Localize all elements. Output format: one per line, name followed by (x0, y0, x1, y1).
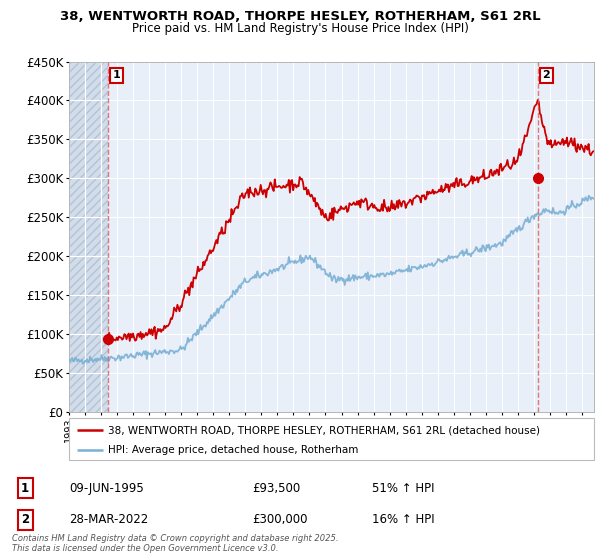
Text: £93,500: £93,500 (252, 482, 300, 495)
Text: 28-MAR-2022: 28-MAR-2022 (69, 513, 148, 526)
Text: Contains HM Land Registry data © Crown copyright and database right 2025.
This d: Contains HM Land Registry data © Crown c… (12, 534, 338, 553)
Text: 38, WENTWORTH ROAD, THORPE HESLEY, ROTHERHAM, S61 2RL (detached house): 38, WENTWORTH ROAD, THORPE HESLEY, ROTHE… (109, 425, 541, 435)
Text: 38, WENTWORTH ROAD, THORPE HESLEY, ROTHERHAM, S61 2RL: 38, WENTWORTH ROAD, THORPE HESLEY, ROTHE… (59, 10, 541, 22)
Text: Price paid vs. HM Land Registry's House Price Index (HPI): Price paid vs. HM Land Registry's House … (131, 22, 469, 35)
Text: 2: 2 (21, 513, 29, 526)
Text: 16% ↑ HPI: 16% ↑ HPI (372, 513, 434, 526)
Text: 1: 1 (21, 482, 29, 495)
Text: £300,000: £300,000 (252, 513, 308, 526)
Bar (69, 62, 108, 412)
FancyBboxPatch shape (69, 418, 594, 460)
Text: 09-JUN-1995: 09-JUN-1995 (69, 482, 144, 495)
Text: HPI: Average price, detached house, Rotherham: HPI: Average price, detached house, Roth… (109, 445, 359, 455)
Text: 1: 1 (113, 71, 121, 80)
Text: 2: 2 (542, 71, 550, 80)
Text: 51% ↑ HPI: 51% ↑ HPI (372, 482, 434, 495)
